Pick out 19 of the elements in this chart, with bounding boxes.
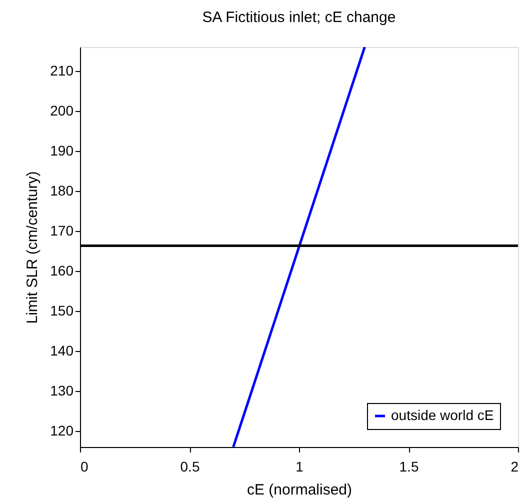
- x-tick-label: 1: [296, 458, 304, 474]
- legend-label: outside world cE: [391, 407, 494, 423]
- y-tick-label: 190: [50, 142, 74, 158]
- x-axis-title: cE (normalised): [246, 482, 352, 498]
- x-tick-label: 0.5: [180, 458, 200, 474]
- x-tick-label: 2: [510, 458, 519, 474]
- y-tick-label: 210: [50, 62, 74, 78]
- y-tick-label: 120: [50, 422, 74, 438]
- y-tick-label: 200: [50, 102, 74, 118]
- y-tick-label: 160: [50, 262, 74, 278]
- x-tick-label: 1.5: [399, 458, 419, 474]
- y-axis-title: Limit SLR (cm/century): [24, 171, 42, 324]
- y-tick-label: 150: [50, 302, 74, 318]
- y-tick-label: 130: [50, 382, 74, 398]
- y-tick-label: 180: [50, 182, 74, 198]
- x-tick-label: 0: [80, 458, 88, 474]
- y-tick-label: 140: [50, 342, 74, 358]
- chart-title: SA Fictitious inlet; cE change: [202, 9, 396, 26]
- y-tick-label: 170: [50, 222, 74, 238]
